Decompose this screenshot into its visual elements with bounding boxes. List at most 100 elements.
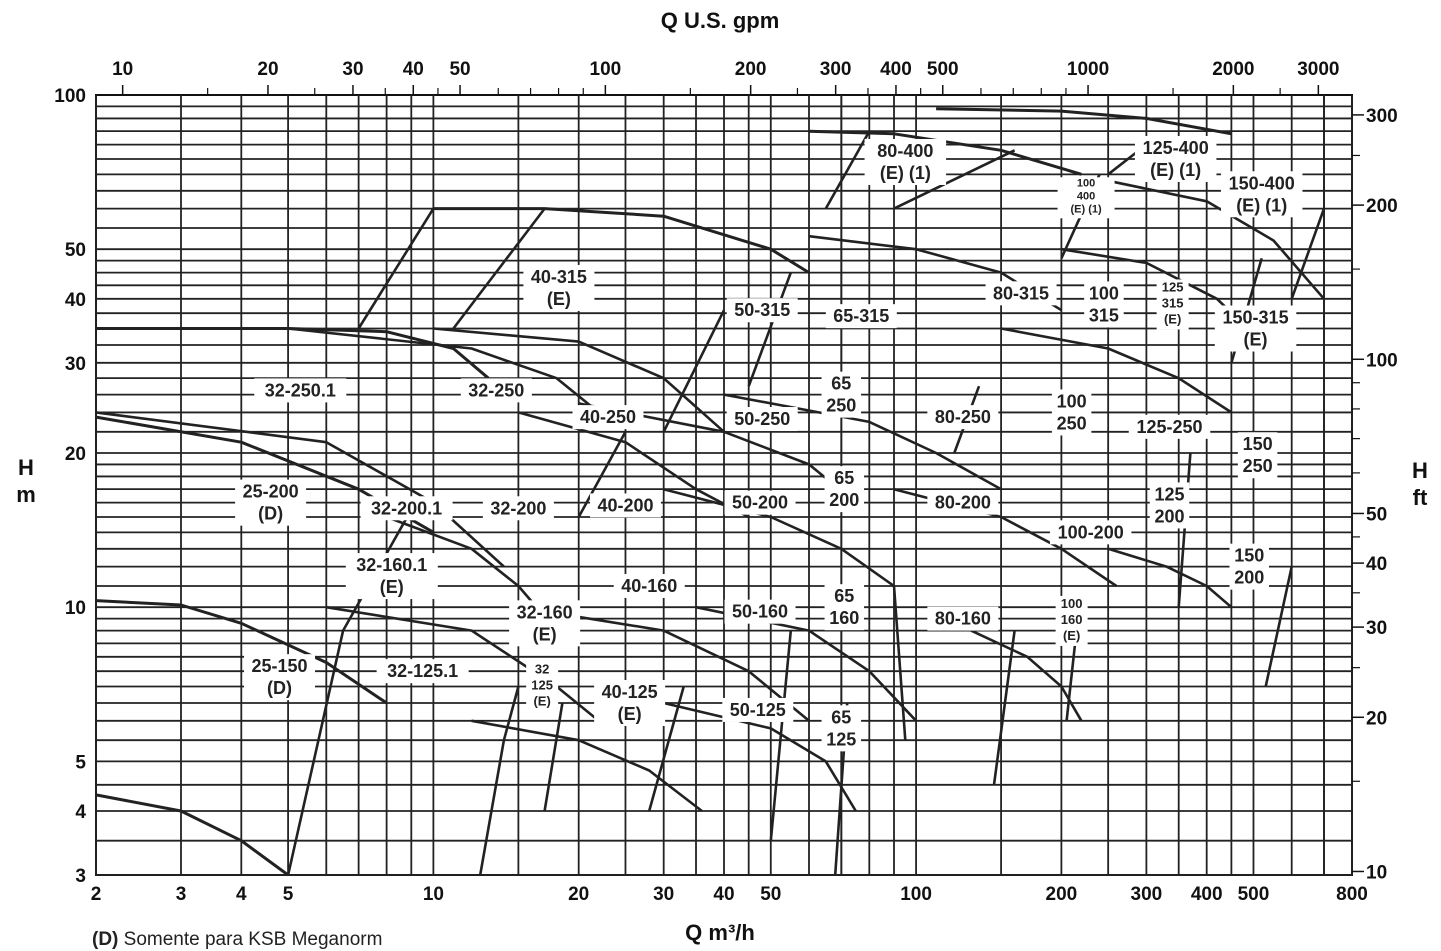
label-bg: [1214, 305, 1297, 352]
series-label: 65 200: [829, 468, 859, 510]
label-bg: [927, 606, 999, 631]
y-tick-left: 100: [54, 86, 86, 107]
label-bg: [1084, 281, 1124, 328]
x-tick-top: 2000: [1212, 59, 1254, 80]
label-bg: [1134, 135, 1217, 182]
x-tick-bottom: 400: [1191, 884, 1223, 905]
pump-curve: [808, 129, 1082, 176]
series-label: 150 250: [1243, 434, 1273, 476]
series-label: 40-315 (E): [531, 267, 587, 309]
region-boundary: [662, 309, 726, 433]
series-label: 150-315 (E): [1223, 308, 1289, 350]
series-label: 32-125.1: [387, 661, 458, 681]
y-axis-title-right-2: ft: [1413, 485, 1428, 510]
series-label: 80-200: [935, 493, 991, 513]
family-curve: [1107, 179, 1325, 300]
y-tick-left: 5: [75, 752, 86, 773]
label-bg: [460, 378, 532, 403]
family-curve: [970, 629, 1083, 722]
series-label: 40-160: [621, 576, 677, 596]
series-label: 125 200: [1154, 484, 1184, 526]
label-bg: [1057, 177, 1115, 219]
label-bg: [509, 600, 581, 647]
footnote-key: (D): [92, 929, 119, 950]
region-boundary: [1290, 208, 1326, 300]
label-bg: [724, 599, 796, 624]
pump-curve: [95, 599, 388, 705]
series-label: 65 250: [826, 374, 856, 416]
y-tick-left: 3: [75, 866, 86, 887]
series-label: 100 250: [1057, 391, 1087, 433]
pump-curve: [95, 793, 289, 877]
series-label: 125-250: [1136, 417, 1202, 437]
x-tick-top: 40: [403, 59, 424, 80]
region-boundary: [992, 630, 1016, 785]
family-curve: [518, 605, 810, 722]
region-boundary: [543, 702, 564, 812]
region-boundary: [357, 207, 435, 330]
label-bg: [1220, 171, 1303, 218]
series-label: 32-160.1 (E): [356, 555, 427, 597]
footnote-text: Somente para KSB Meganorm: [118, 929, 383, 950]
series-label: 25-150 (D): [251, 656, 307, 698]
series-label: 80-160: [935, 609, 991, 629]
label-bg: [482, 496, 554, 521]
x-tick-bottom: 20: [568, 884, 589, 905]
series-label: 80-400 (E) (1): [877, 141, 933, 183]
region-boundary: [478, 686, 520, 876]
label-bg: [1229, 543, 1269, 590]
series-label: 150 200: [1234, 546, 1264, 588]
pump-curve: [433, 207, 810, 274]
label-bg: [726, 298, 798, 323]
x-tick-top: 200: [735, 59, 767, 80]
label-bg: [594, 680, 666, 727]
label-bg: [572, 405, 644, 430]
x-tick-bottom: 500: [1238, 884, 1270, 905]
y-tick-right: 10: [1366, 862, 1387, 883]
series-label: 65-315: [833, 306, 889, 326]
series-label: 32-250.1: [265, 380, 336, 400]
series-label: 32-200: [490, 498, 546, 518]
y-axis-title-right-1: H: [1412, 458, 1428, 483]
region-boundary: [1264, 566, 1293, 687]
label-bg: [613, 573, 685, 598]
label-bg: [1049, 520, 1132, 545]
x-tick-bottom: 100: [900, 884, 932, 905]
label-bg: [985, 281, 1057, 306]
region-boundary: [769, 630, 793, 841]
label-bg: [235, 479, 307, 526]
pump-curve: [96, 327, 490, 380]
label-bg: [821, 705, 862, 752]
series-label: 40-250: [580, 407, 636, 427]
series-label: 50-315: [734, 300, 790, 320]
label-bg: [376, 659, 469, 684]
series-label: 25-200 (D): [243, 482, 299, 524]
series-label: 50-125: [730, 700, 786, 720]
family-curve: [95, 411, 505, 568]
region-boundary: [577, 431, 627, 518]
x-tick-top: 300: [820, 59, 852, 80]
region-boundary: [452, 207, 546, 330]
series-label: 150-400 (E) (1): [1229, 173, 1295, 215]
label-bg: [724, 490, 796, 515]
series-label: 32-250: [468, 380, 524, 400]
label-bg: [523, 264, 595, 311]
series-label: 32 125 (E): [531, 662, 553, 709]
series-label: 80-315: [993, 283, 1049, 303]
family-curve: [287, 327, 600, 414]
y-tick-right: 200: [1366, 196, 1398, 217]
series-label: 32-200.1: [371, 498, 442, 518]
series-label: 50-200: [732, 493, 788, 513]
x-tick-bottom: 4: [236, 884, 247, 905]
region-boundary: [893, 149, 1016, 210]
label-bg: [1055, 595, 1088, 646]
x-tick-bottom: 2: [91, 884, 102, 905]
label-bg: [927, 405, 999, 430]
label-bg: [1149, 482, 1190, 529]
region-boundary: [647, 686, 685, 812]
region-boundary: [824, 130, 871, 210]
y-tick-left: 20: [65, 444, 86, 465]
x-tick-bottom: 5: [283, 884, 294, 905]
pump-curve: [936, 107, 1232, 136]
series-label: 40-125 (E): [602, 682, 658, 724]
